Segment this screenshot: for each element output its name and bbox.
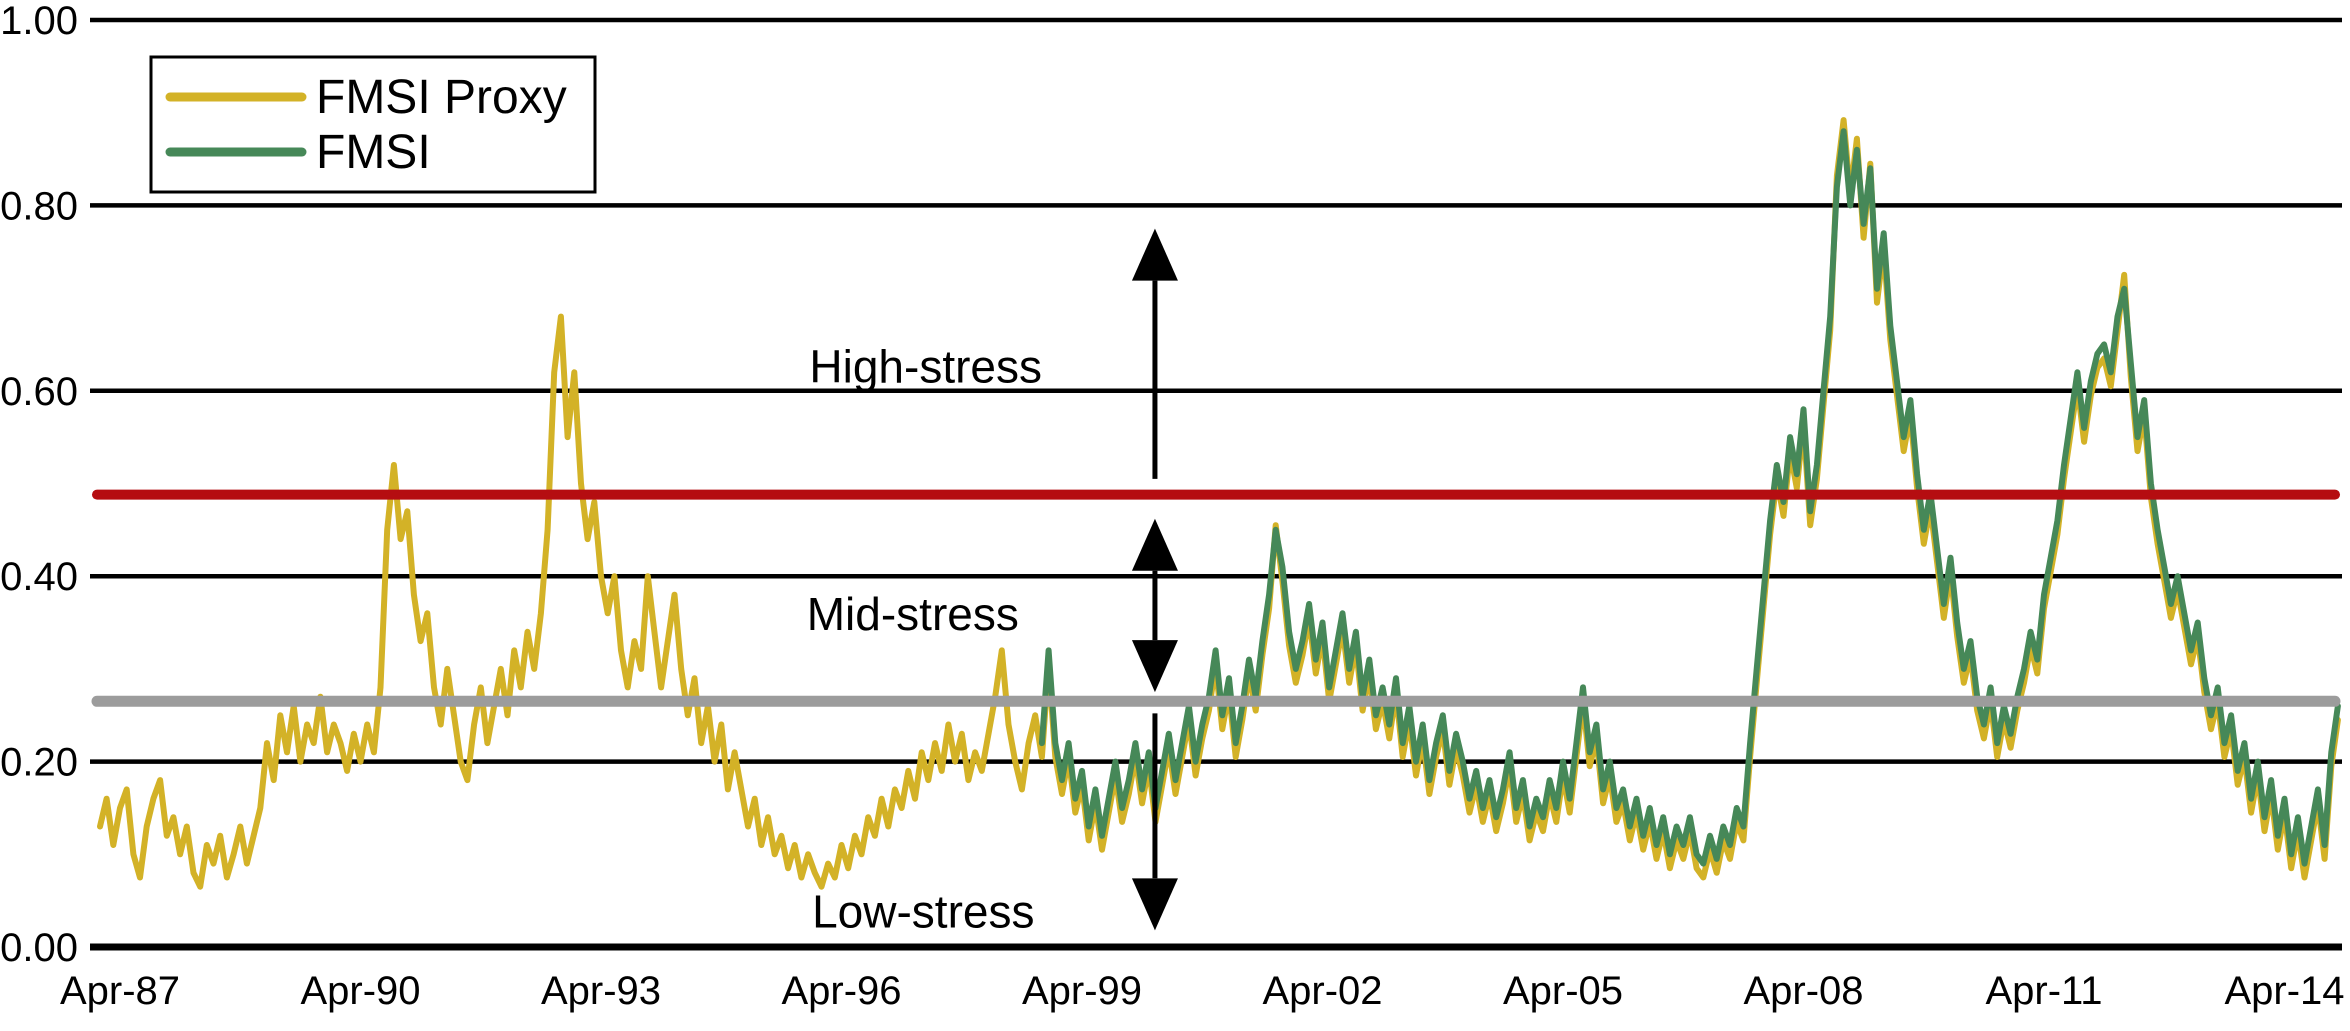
mid-stress-arrow-head [1131,640,1178,693]
low-stress-arrow-head [1131,878,1178,931]
x-tick-label: Apr-08 [1743,969,1863,1013]
legend: FMSI Proxy FMSI [149,55,597,194]
x-tick-label: Apr-90 [300,969,420,1013]
stress-zone-labels: High-stress Mid-stress Low-stress [807,341,1042,938]
x-tick-label: Apr-99 [1022,969,1142,1013]
y-tick-label: 0.20 [0,741,78,785]
annotation-high-stress: High-stress [809,341,1042,393]
legend-label-fmsi-proxy: FMSI Proxy [316,71,567,124]
y-tick-label: 0.80 [0,184,78,228]
x-tick-label: Apr-11 [1985,969,2102,1013]
x-tick-label: Apr-93 [541,969,661,1013]
annotation-mid-stress: Mid-stress [807,588,1019,640]
x-tick-label: Apr-96 [781,969,901,1013]
legend-box [149,55,597,194]
legend-label-fmsi: FMSI [316,126,431,179]
stress-arrows-group [1131,228,1178,931]
high-stress-arrow-head [1131,228,1178,281]
threshold-lines-group [91,489,2341,707]
y-tick-label: 0.00 [0,926,78,970]
gridlines-group [90,17,2342,951]
annotation-low-stress: Low-stress [812,886,1034,938]
mid-stress-arrow-head [1131,518,1178,571]
x-axis-tick-labels: Apr-87 Apr-90 Apr-93 Apr-96 Apr-99 Apr-0… [60,969,2345,1013]
x-tick-label: Apr-05 [1503,969,1623,1013]
y-tick-label: 0.40 [0,555,78,599]
series-group [97,117,2341,890]
x-tick-label: Apr-02 [1262,969,1382,1013]
y-axis-tick-labels: 1.00 0.80 0.60 0.40 0.20 0.00 [0,0,78,970]
fmsi-proxy-line [97,117,2341,890]
fmsi-line [1038,128,2341,867]
x-tick-label: Apr-14 [2224,969,2344,1013]
x-tick-label: Apr-87 [60,969,180,1013]
y-tick-label: 1.00 [0,0,78,43]
y-tick-label: 0.60 [0,370,78,414]
